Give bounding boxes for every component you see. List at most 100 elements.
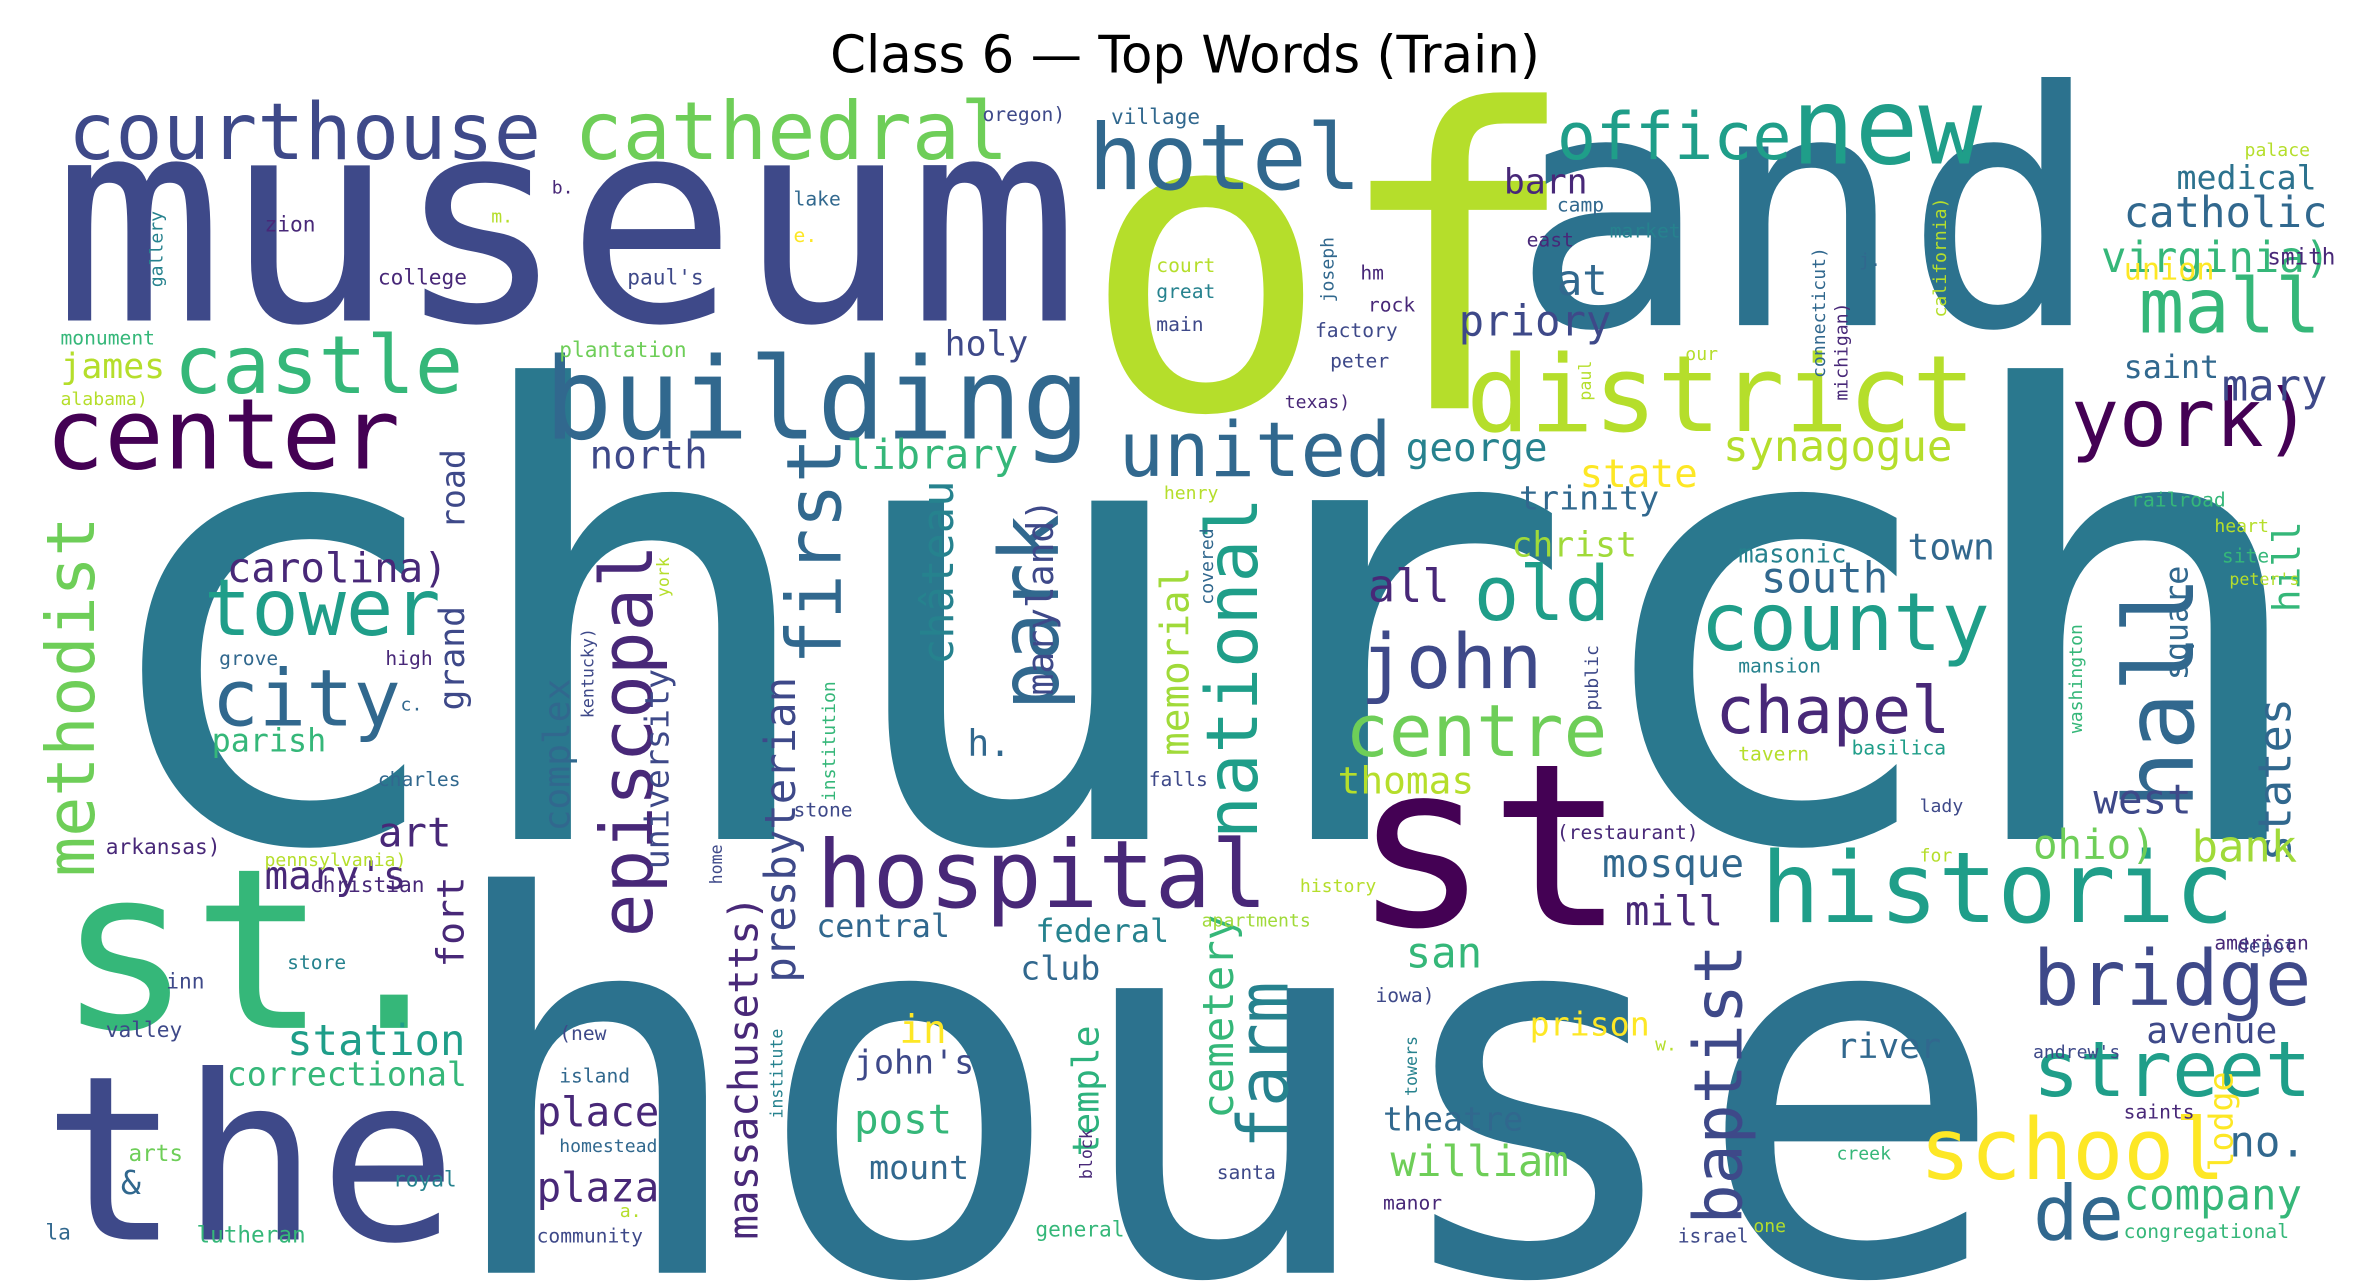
word: j. (1859, 250, 1881, 271)
word: site (2222, 544, 2269, 567)
word: saint (2124, 350, 2220, 386)
word: tavern (1738, 742, 1809, 765)
word: tower (204, 562, 441, 654)
word: arkansas) (106, 834, 221, 859)
word: camp (1557, 194, 1604, 217)
word: institution (819, 681, 840, 801)
word: medical (2177, 158, 2317, 197)
word: state (1579, 452, 1697, 497)
word: grand (433, 606, 473, 711)
word: barn (1504, 163, 1588, 203)
word: cathedral (574, 85, 1008, 178)
word: holy (945, 324, 1029, 364)
word: episcopal (586, 544, 670, 937)
word: william (1391, 1137, 1569, 1186)
word: iowa) (1375, 984, 1434, 1007)
word: church (83, 265, 2322, 986)
word: correctional (227, 1054, 467, 1093)
word: congregational (2124, 1220, 2289, 1243)
word: post (854, 1096, 952, 1144)
word: island (559, 1064, 630, 1087)
word: arts (128, 1141, 183, 1167)
word: hill (2265, 521, 2309, 612)
word: village (1111, 104, 1200, 129)
word: & (121, 1163, 141, 1202)
word: court (1156, 254, 1215, 277)
word: center (45, 379, 400, 493)
word: paul (1576, 361, 1595, 401)
word: history (1300, 876, 1376, 897)
word: parish (212, 723, 327, 759)
word: federal (1035, 914, 1169, 950)
word: general (1035, 1217, 1124, 1242)
word: the (42, 1028, 457, 1285)
word: john (1360, 618, 1542, 706)
word: house (438, 789, 2008, 1285)
word: ohio) (2033, 821, 2156, 869)
word: château (913, 480, 964, 665)
word: washington (2066, 624, 2087, 733)
word: st. (57, 820, 461, 1081)
word: lake (794, 188, 841, 211)
word: centre (1345, 690, 1607, 774)
word: inn (166, 969, 204, 994)
word: mosque (1602, 842, 1744, 887)
word: israel (1678, 1225, 1749, 1248)
word: place (537, 1088, 660, 1136)
word: creek (1836, 1143, 1891, 1164)
word: valley (106, 1017, 182, 1042)
word: lutheran (196, 1223, 305, 1249)
word: castle (174, 319, 463, 412)
word: theatre (1383, 1100, 1523, 1139)
word: institute (767, 1029, 786, 1119)
word: university (637, 669, 676, 869)
word: mary (2222, 361, 2328, 412)
word: la (45, 1220, 70, 1245)
word: h. (967, 722, 1011, 765)
word: james (60, 347, 165, 387)
word: christian (310, 872, 425, 897)
word: school (1920, 1100, 2226, 1199)
word: union (2124, 253, 2215, 288)
word: west (2093, 775, 2191, 823)
word: henry (1164, 483, 1219, 504)
word: zion (265, 211, 316, 236)
word: maryland) (1019, 499, 1062, 696)
word: factory (1315, 319, 1398, 342)
chart-title: Class 6 — Top Words (Train) (830, 26, 1540, 86)
word: george (1406, 426, 1548, 471)
word: monument (60, 327, 155, 350)
word: lady (1920, 796, 1964, 817)
word: smith (2267, 245, 2335, 271)
word: thomas (1338, 759, 1474, 803)
word: at (1557, 256, 1608, 305)
word: fort (428, 877, 472, 968)
word: e. (794, 224, 818, 247)
word: b. (552, 178, 574, 199)
word: chapel (1716, 674, 1951, 749)
word: michigan) (1832, 302, 1853, 400)
word: college (378, 264, 467, 289)
word: for (1920, 846, 1953, 867)
word: alabama) (60, 389, 147, 410)
word: of (1081, 23, 1582, 507)
word: hotel (1088, 106, 1361, 211)
word: manor (1383, 1191, 1442, 1214)
word: park (983, 514, 1078, 711)
word: bridge (2033, 934, 2311, 1024)
word: and (1511, 22, 2101, 402)
word: kentucky) (578, 628, 597, 718)
word: california) (1930, 197, 1951, 317)
word: office (1557, 100, 1792, 175)
word: railroad (2131, 488, 2226, 511)
word: christ (1511, 525, 1637, 565)
word: depot (2237, 934, 2296, 957)
word: york (654, 557, 673, 597)
word: peter's (2229, 570, 2299, 589)
word: priory (1459, 297, 1612, 346)
word: (restaurant) (1557, 821, 1699, 844)
word: old (1474, 550, 1610, 638)
word: stone (794, 798, 853, 821)
